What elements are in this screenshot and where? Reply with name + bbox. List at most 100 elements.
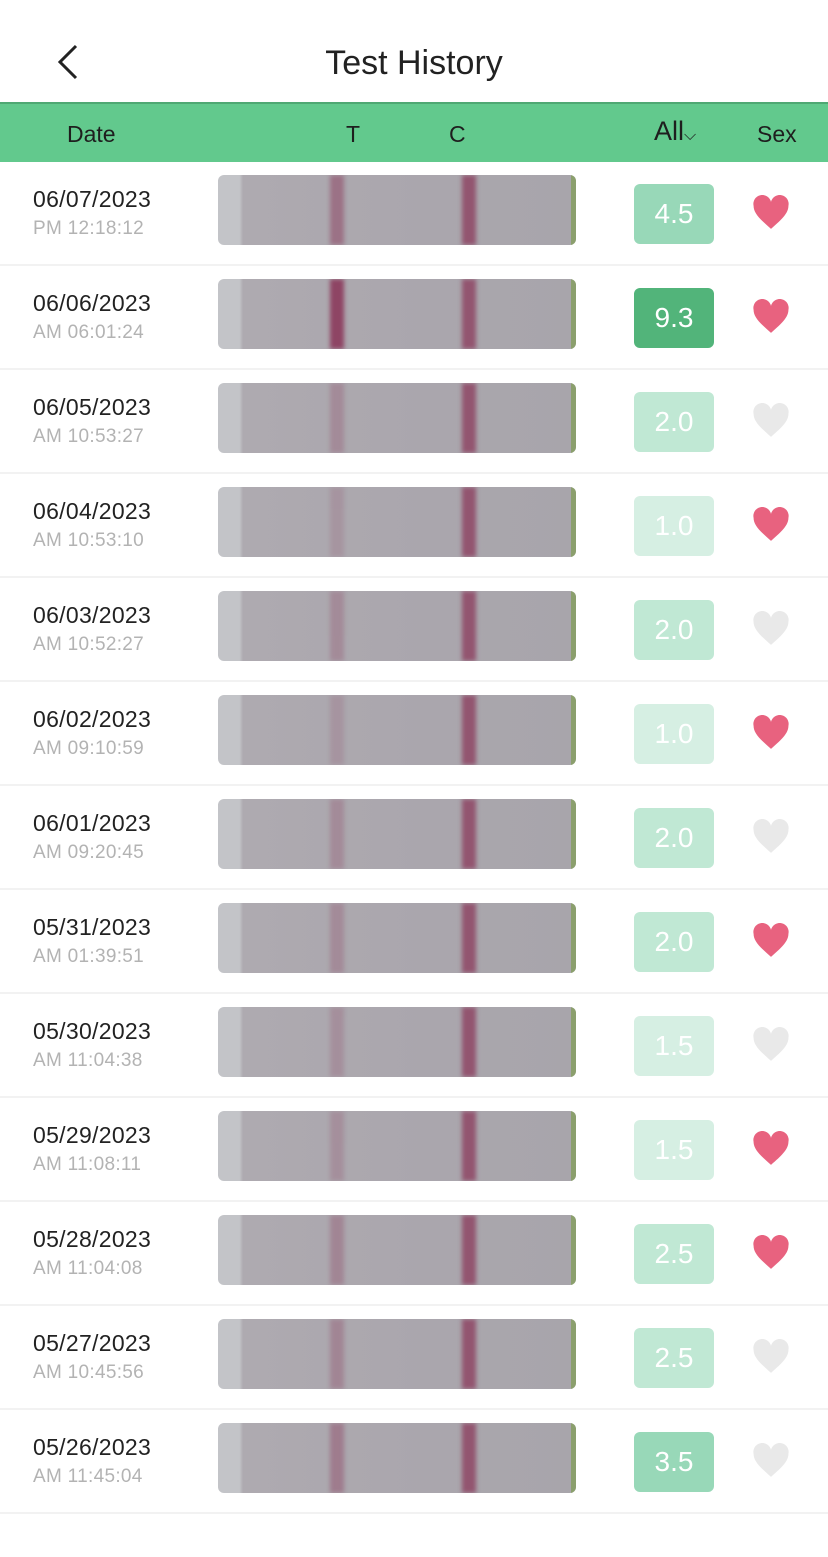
test-strip-image <box>218 1423 576 1493</box>
c-line <box>462 903 476 973</box>
c-line <box>462 175 476 245</box>
c-line <box>462 1111 476 1181</box>
history-row[interactable]: 05/26/2023 AM 11:45:04 3.5 <box>0 1410 828 1514</box>
test-date: 06/01/2023 <box>33 810 152 836</box>
t-line <box>330 799 344 869</box>
filter-dropdown[interactable]: All⌵ <box>654 116 696 147</box>
test-date: 06/02/2023 <box>33 706 152 732</box>
heart-icon[interactable] <box>752 195 790 231</box>
value-badge: 2.0 <box>634 600 714 660</box>
strip-edge <box>571 695 576 765</box>
test-strip-image <box>218 695 576 765</box>
t-line <box>330 591 344 661</box>
c-line <box>462 487 476 557</box>
heart-icon[interactable] <box>752 923 790 959</box>
page-title: Test History <box>325 44 503 82</box>
history-row[interactable]: 05/31/2023 AM 01:39:51 2.0 <box>0 890 828 994</box>
history-list: 06/07/2023 PM 12:18:12 4.5 06/06/2023 AM… <box>0 162 828 1514</box>
column-header: Date T C All⌵ Sex <box>0 104 828 162</box>
filter-label: All <box>654 116 685 146</box>
history-row[interactable]: 06/07/2023 PM 12:18:12 4.5 <box>0 162 828 266</box>
t-line <box>330 1319 344 1389</box>
history-row[interactable]: 05/28/2023 AM 11:04:08 2.5 <box>0 1202 828 1306</box>
value-badge: 4.5 <box>634 184 714 244</box>
test-time: AM 10:53:10 <box>33 530 145 551</box>
history-row[interactable]: 06/05/2023 AM 10:53:27 2.0 <box>0 370 828 474</box>
test-strip-image <box>218 591 576 661</box>
col-t: T <box>346 121 361 147</box>
test-date: 05/31/2023 <box>33 914 152 940</box>
c-line <box>462 695 476 765</box>
value-badge: 2.5 <box>634 1224 714 1284</box>
history-row[interactable]: 06/04/2023 AM 10:53:10 1.0 <box>0 474 828 578</box>
test-strip-image <box>218 279 576 349</box>
test-time: AM 11:04:38 <box>33 1050 143 1071</box>
c-line <box>462 279 476 349</box>
c-line <box>462 1319 476 1389</box>
test-strip-image <box>218 1007 576 1077</box>
strip-edge <box>571 279 576 349</box>
history-row[interactable]: 05/27/2023 AM 10:45:56 2.5 <box>0 1306 828 1410</box>
heart-icon[interactable] <box>752 299 790 335</box>
heart-icon[interactable] <box>752 1339 790 1375</box>
heart-icon[interactable] <box>752 403 790 439</box>
nav-bar: Test History <box>0 0 828 104</box>
heart-icon[interactable] <box>752 507 790 543</box>
history-row[interactable]: 05/30/2023 AM 11:04:38 1.5 <box>0 994 828 1098</box>
value-badge: 1.0 <box>634 496 714 556</box>
t-line <box>330 1215 344 1285</box>
t-line <box>330 175 344 245</box>
test-date: 06/03/2023 <box>33 602 152 628</box>
test-strip-image <box>218 175 576 245</box>
test-date: 05/28/2023 <box>33 1226 152 1252</box>
value-badge: 2.0 <box>634 808 714 868</box>
value-badge: 1.5 <box>634 1120 714 1180</box>
heart-icon[interactable] <box>752 611 790 647</box>
heart-icon[interactable] <box>752 1235 790 1271</box>
history-row[interactable]: 06/02/2023 AM 09:10:59 1.0 <box>0 682 828 786</box>
heart-icon[interactable] <box>752 1027 790 1063</box>
strip-edge <box>571 383 576 453</box>
strip-edge <box>571 487 576 557</box>
heart-icon[interactable] <box>752 819 790 855</box>
test-time: AM 10:52:27 <box>33 634 145 655</box>
test-date: 05/29/2023 <box>33 1122 152 1148</box>
t-line <box>330 1423 344 1493</box>
test-time: AM 09:20:45 <box>33 842 145 863</box>
chevron-down-icon: ⌵ <box>684 127 697 144</box>
heart-icon[interactable] <box>752 1131 790 1167</box>
t-line <box>330 903 344 973</box>
t-line <box>330 1111 344 1181</box>
heart-icon[interactable] <box>752 715 790 751</box>
strip-edge <box>571 1111 576 1181</box>
c-line <box>462 1215 476 1285</box>
test-date: 05/26/2023 <box>33 1434 152 1460</box>
t-line <box>330 487 344 557</box>
test-strip-image <box>218 1319 576 1389</box>
history-row[interactable]: 06/01/2023 AM 09:20:45 2.0 <box>0 786 828 890</box>
back-button[interactable] <box>50 40 90 84</box>
strip-edge <box>571 1319 576 1389</box>
c-line <box>462 383 476 453</box>
test-time: AM 10:45:56 <box>33 1362 145 1383</box>
strip-edge <box>571 1423 576 1493</box>
t-line <box>330 279 344 349</box>
col-date: Date <box>67 121 116 147</box>
history-row[interactable]: 06/06/2023 AM 06:01:24 9.3 <box>0 266 828 370</box>
strip-edge <box>571 175 576 245</box>
c-line <box>462 799 476 869</box>
test-strip-image <box>218 1111 576 1181</box>
test-strip-image <box>218 1215 576 1285</box>
test-time: PM 12:18:12 <box>33 218 145 239</box>
history-row[interactable]: 05/29/2023 AM 11:08:11 1.5 <box>0 1098 828 1202</box>
strip-edge <box>571 591 576 661</box>
t-line <box>330 1007 344 1077</box>
test-date: 06/06/2023 <box>33 290 152 316</box>
test-time: AM 06:01:24 <box>33 322 145 343</box>
strip-edge <box>571 799 576 869</box>
history-row[interactable]: 06/03/2023 AM 10:52:27 2.0 <box>0 578 828 682</box>
heart-icon[interactable] <box>752 1443 790 1479</box>
test-strip-image <box>218 383 576 453</box>
test-time: AM 09:10:59 <box>33 738 145 759</box>
test-time: AM 10:53:27 <box>33 426 145 447</box>
